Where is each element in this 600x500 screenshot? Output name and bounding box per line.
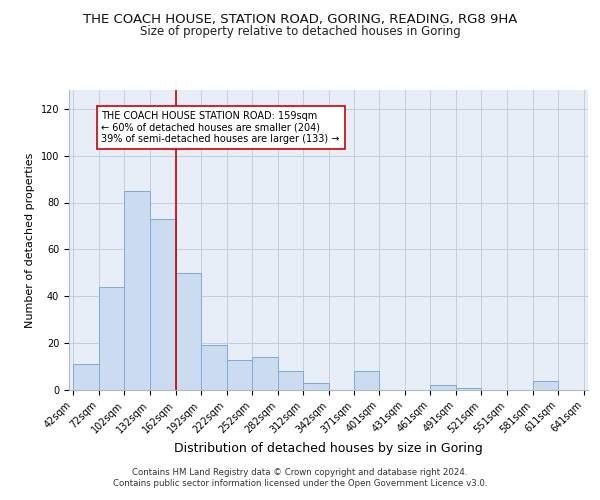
Bar	[176, 273, 201, 390]
Bar	[252, 357, 278, 390]
Bar	[124, 191, 150, 390]
Text: THE COACH HOUSE STATION ROAD: 159sqm
← 60% of detached houses are smaller (204)
: THE COACH HOUSE STATION ROAD: 159sqm ← 6…	[101, 111, 340, 144]
Bar	[99, 287, 124, 390]
Bar	[278, 371, 304, 390]
Bar	[430, 386, 456, 390]
Bar	[150, 219, 176, 390]
Bar	[533, 380, 558, 390]
Bar	[201, 346, 227, 390]
Bar	[227, 360, 252, 390]
X-axis label: Distribution of detached houses by size in Goring: Distribution of detached houses by size …	[174, 442, 483, 454]
Text: Contains HM Land Registry data © Crown copyright and database right 2024.
Contai: Contains HM Land Registry data © Crown c…	[113, 468, 487, 487]
Bar	[73, 364, 99, 390]
Bar	[353, 371, 379, 390]
Y-axis label: Number of detached properties: Number of detached properties	[25, 152, 35, 328]
Text: THE COACH HOUSE, STATION ROAD, GORING, READING, RG8 9HA: THE COACH HOUSE, STATION ROAD, GORING, R…	[83, 12, 517, 26]
Bar	[456, 388, 481, 390]
Bar	[304, 383, 329, 390]
Text: Size of property relative to detached houses in Goring: Size of property relative to detached ho…	[140, 25, 460, 38]
